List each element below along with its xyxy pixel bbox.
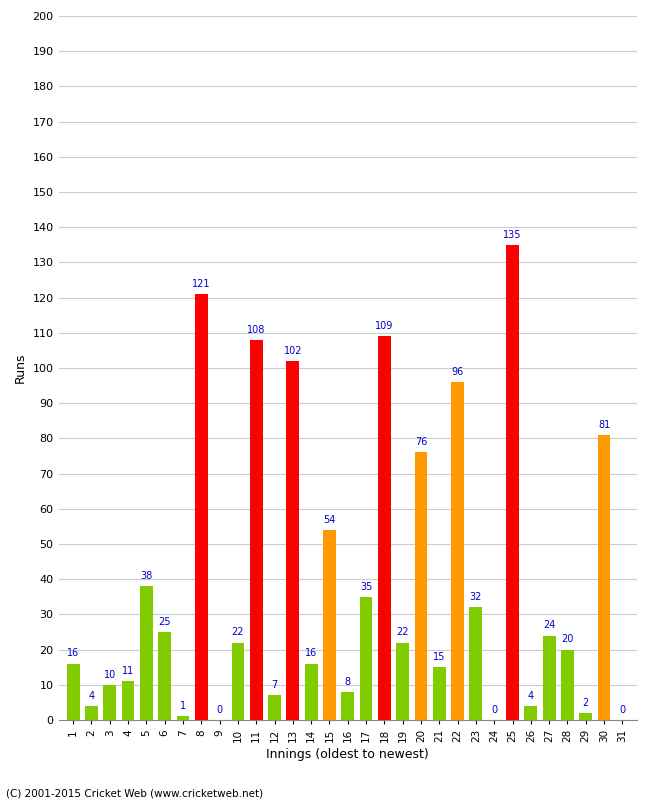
Bar: [140, 586, 153, 720]
Y-axis label: Runs: Runs: [14, 353, 27, 383]
Text: 32: 32: [470, 592, 482, 602]
Bar: [305, 664, 318, 720]
X-axis label: Innings (oldest to newest): Innings (oldest to newest): [266, 748, 429, 761]
Text: 25: 25: [159, 617, 171, 626]
Bar: [543, 635, 556, 720]
Text: 8: 8: [344, 677, 351, 686]
Bar: [195, 294, 208, 720]
Text: 102: 102: [283, 346, 302, 356]
Bar: [323, 530, 336, 720]
Bar: [396, 642, 409, 720]
Text: 7: 7: [272, 680, 278, 690]
Text: 135: 135: [503, 230, 522, 239]
Text: 15: 15: [433, 652, 445, 662]
Bar: [341, 692, 354, 720]
Bar: [231, 642, 244, 720]
Text: 16: 16: [305, 648, 317, 658]
Bar: [469, 607, 482, 720]
Bar: [268, 695, 281, 720]
Bar: [415, 453, 428, 720]
Bar: [359, 597, 372, 720]
Text: 10: 10: [103, 670, 116, 679]
Text: 0: 0: [216, 705, 223, 714]
Bar: [122, 682, 135, 720]
Bar: [158, 632, 171, 720]
Text: 4: 4: [88, 690, 94, 701]
Bar: [177, 717, 189, 720]
Text: 54: 54: [323, 514, 335, 525]
Bar: [287, 361, 299, 720]
Bar: [103, 685, 116, 720]
Text: 109: 109: [375, 321, 393, 331]
Bar: [579, 713, 592, 720]
Bar: [67, 664, 79, 720]
Text: 0: 0: [491, 705, 497, 714]
Text: (C) 2001-2015 Cricket Web (www.cricketweb.net): (C) 2001-2015 Cricket Web (www.cricketwe…: [6, 788, 264, 798]
Text: 4: 4: [528, 690, 534, 701]
Bar: [561, 650, 574, 720]
Text: 38: 38: [140, 571, 153, 581]
Text: 0: 0: [619, 705, 625, 714]
Bar: [451, 382, 464, 720]
Text: 81: 81: [598, 419, 610, 430]
Text: 121: 121: [192, 278, 211, 289]
Text: 11: 11: [122, 666, 134, 676]
Text: 22: 22: [231, 627, 244, 638]
Bar: [525, 706, 538, 720]
Text: 76: 76: [415, 437, 427, 447]
Text: 24: 24: [543, 620, 555, 630]
Bar: [250, 340, 263, 720]
Bar: [597, 435, 610, 720]
Text: 20: 20: [561, 634, 573, 644]
Text: 2: 2: [582, 698, 589, 708]
Text: 22: 22: [396, 627, 409, 638]
Bar: [378, 336, 391, 720]
Text: 96: 96: [452, 366, 463, 377]
Bar: [506, 245, 519, 720]
Text: 108: 108: [247, 325, 265, 334]
Bar: [433, 667, 446, 720]
Bar: [85, 706, 98, 720]
Text: 1: 1: [180, 701, 186, 711]
Text: 35: 35: [360, 582, 372, 591]
Text: 16: 16: [67, 648, 79, 658]
